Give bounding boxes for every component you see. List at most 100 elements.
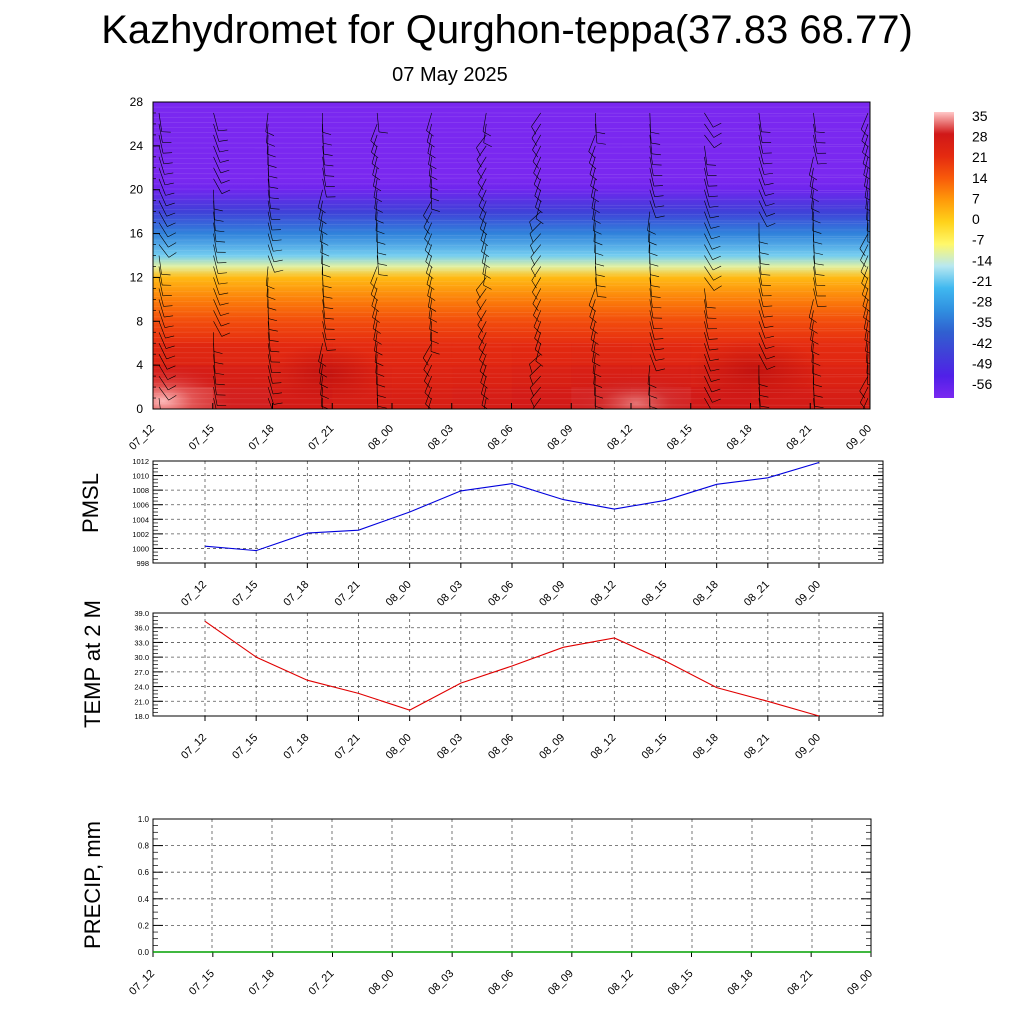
wind-barb bbox=[376, 255, 380, 275]
wind-barb bbox=[758, 189, 767, 207]
y-tick-label: 1006 bbox=[132, 501, 149, 510]
wind-barb-flag bbox=[593, 230, 602, 235]
wind-barb bbox=[649, 134, 653, 154]
wind-barb bbox=[704, 244, 713, 260]
wind-barb bbox=[428, 145, 432, 165]
wind-barb bbox=[811, 189, 814, 209]
x-tick-label: 09_00 bbox=[793, 732, 823, 762]
contour-line bbox=[153, 219, 870, 222]
colorbar-label: -14 bbox=[972, 252, 992, 268]
wind-barb bbox=[267, 397, 273, 409]
wind-barb bbox=[811, 343, 814, 363]
contour-line bbox=[153, 192, 870, 195]
wind-barb-flag bbox=[863, 328, 870, 333]
wind-barb bbox=[158, 178, 166, 196]
wind-barb bbox=[864, 321, 869, 340]
wind-barb bbox=[532, 288, 542, 304]
contour-line bbox=[153, 176, 870, 180]
wind-barb-flag bbox=[164, 315, 174, 318]
wind-barb-flag bbox=[597, 296, 607, 298]
wind-barb-flag bbox=[376, 384, 386, 388]
wind-barb-flag bbox=[811, 350, 820, 356]
wind-barb bbox=[376, 112, 380, 133]
wind-barb-flag bbox=[475, 289, 481, 299]
wind-barb-flag bbox=[220, 169, 230, 174]
pmsl-panel: 998 1000 1002 1004 1006 1008 1010 1012 07_12 07_1… bbox=[78, 457, 884, 609]
wind-barb bbox=[758, 145, 764, 164]
wind-barb-flag bbox=[218, 129, 228, 132]
wind-barb bbox=[158, 189, 167, 206]
wind-barb-flag bbox=[529, 387, 534, 397]
wind-barb-flag bbox=[479, 370, 487, 378]
wind-barb bbox=[213, 123, 220, 142]
wind-barb bbox=[483, 266, 487, 286]
wind-barb bbox=[529, 222, 541, 234]
wind-barb-flag bbox=[866, 230, 870, 233]
colorbar-label: 28 bbox=[972, 129, 988, 145]
y-tick-label: 0.2 bbox=[138, 921, 150, 930]
wind-barb bbox=[213, 222, 217, 242]
wind-barb-flag bbox=[427, 295, 436, 301]
wind-barb bbox=[478, 321, 487, 337]
wind-barb bbox=[319, 365, 323, 384]
wind-barb bbox=[267, 343, 272, 362]
wind-barb bbox=[758, 266, 763, 286]
y-tick-label: 12 bbox=[130, 270, 144, 284]
wind-barb bbox=[213, 244, 218, 263]
wind-barb-flag bbox=[529, 233, 534, 243]
x-tick-label: 08_03 bbox=[435, 579, 465, 609]
wind-barb-flag bbox=[765, 193, 775, 196]
wind-barb-flag bbox=[596, 417, 605, 419]
wind-barb-flag bbox=[859, 390, 866, 399]
wind-barb bbox=[213, 387, 218, 406]
wind-barb-flag bbox=[268, 318, 278, 322]
contour-line bbox=[153, 280, 870, 283]
wind-barb bbox=[758, 255, 762, 275]
wind-barb-flag bbox=[531, 280, 537, 289]
wind-barb-flag bbox=[766, 365, 776, 370]
wind-barb-flag bbox=[535, 360, 544, 367]
x-tick-label: 09_00 bbox=[844, 423, 874, 453]
x-tick-label: 08_03 bbox=[435, 732, 465, 762]
wind-barb-flag bbox=[424, 380, 431, 389]
wind-barb-flag bbox=[814, 252, 824, 255]
wind-barb bbox=[866, 354, 869, 374]
wind-barb bbox=[647, 222, 651, 242]
wind-barb-flag bbox=[648, 252, 658, 256]
wind-barb bbox=[426, 112, 432, 131]
wind-barb bbox=[322, 145, 325, 165]
wind-barb-flag bbox=[373, 185, 382, 192]
wind-barb-flag bbox=[709, 358, 719, 361]
wind-barb bbox=[862, 134, 869, 153]
wind-barb bbox=[649, 167, 655, 187]
wind-barb bbox=[530, 375, 541, 388]
wind-barb-flag bbox=[426, 284, 435, 290]
wind-barb-flag bbox=[477, 170, 483, 179]
x-tick-label: 07_21 bbox=[306, 423, 336, 453]
wind-barb bbox=[425, 244, 432, 262]
wind-barb-flag bbox=[714, 142, 722, 148]
y-tick-label: 1010 bbox=[132, 472, 149, 481]
wind-barb-flag bbox=[656, 368, 666, 372]
x-tick-label: 08_18 bbox=[725, 423, 755, 453]
y-tick-label: 0.8 bbox=[138, 842, 150, 851]
wind-barb bbox=[267, 255, 275, 273]
wind-barb bbox=[813, 266, 817, 286]
wind-barb-flag bbox=[219, 149, 229, 153]
heatmap-cell bbox=[451, 365, 513, 388]
wind-barb-flag bbox=[713, 275, 722, 281]
wind-barb bbox=[589, 145, 596, 164]
wind-barb bbox=[758, 178, 766, 196]
wind-barb bbox=[704, 134, 715, 148]
colorbar-label: -42 bbox=[972, 335, 992, 351]
wind-barb bbox=[704, 233, 713, 250]
wind-barb bbox=[530, 386, 542, 400]
wind-barb bbox=[649, 354, 657, 372]
wind-barb bbox=[322, 310, 326, 330]
wind-barb-flag bbox=[323, 142, 332, 146]
wind-barb bbox=[320, 233, 323, 253]
contour-line bbox=[153, 207, 870, 210]
wind-barb bbox=[593, 222, 596, 242]
wind-barb bbox=[267, 365, 273, 384]
wind-barb-flag bbox=[269, 340, 279, 342]
